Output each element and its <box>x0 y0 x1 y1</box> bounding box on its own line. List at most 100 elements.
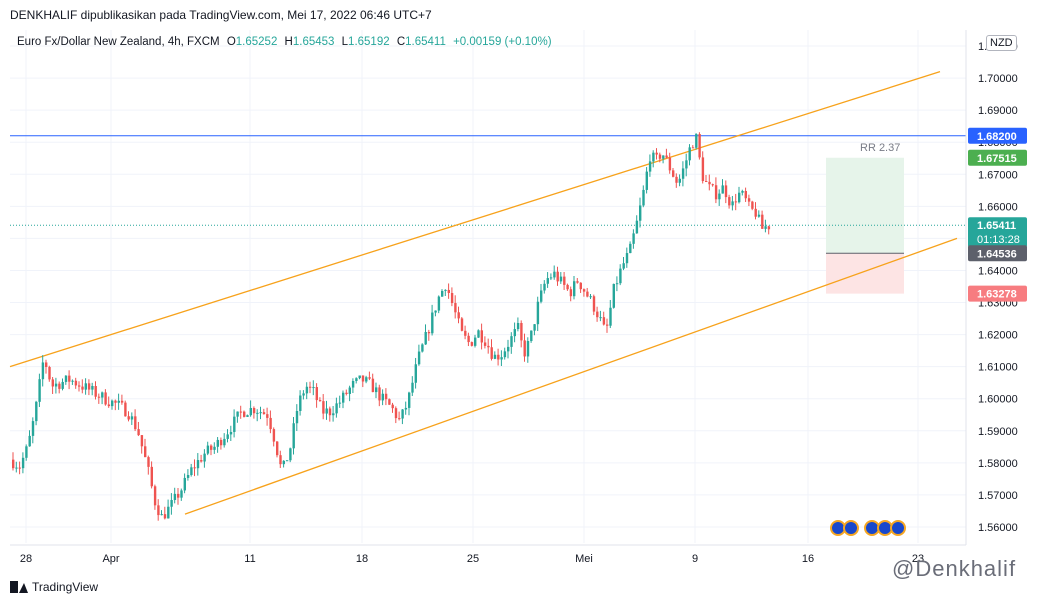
candle-body <box>68 375 71 382</box>
candle-body <box>582 289 586 292</box>
candle-body <box>186 475 190 478</box>
candle-body <box>269 417 272 430</box>
candle-body <box>190 467 193 476</box>
candle-body <box>556 271 559 282</box>
y-tick-label: 1.57000 <box>978 490 1018 502</box>
candle-body <box>200 460 203 462</box>
candle-body <box>41 362 45 380</box>
tradingview-logo-icon <box>10 581 28 593</box>
candle-body <box>358 375 361 379</box>
candle-body <box>193 467 196 469</box>
candle-body <box>365 377 368 382</box>
candle-body <box>447 289 450 294</box>
candle-body <box>183 477 186 491</box>
candle-body <box>662 155 665 159</box>
candle-body <box>252 408 256 414</box>
candle-body <box>698 134 701 158</box>
candle-body <box>84 383 87 390</box>
y-tick-label: 1.58000 <box>978 458 1018 470</box>
candle-body <box>312 387 315 389</box>
candle-body <box>15 467 18 469</box>
candle-body <box>249 408 252 416</box>
price-badge <box>968 285 1027 302</box>
channel-upper-line <box>9 71 941 368</box>
candle-body <box>21 457 25 469</box>
candle-body <box>487 345 490 348</box>
symbol-name: Euro Fx/Dollar New Zealand, 4h, FXCM <box>17 36 220 48</box>
candle-body <box>652 152 655 162</box>
candle-body <box>289 448 292 461</box>
y-tick-label: 1.69000 <box>978 105 1018 117</box>
candle-body <box>764 226 767 229</box>
candle-body <box>398 418 401 420</box>
economic-events[interactable] <box>830 520 906 536</box>
candle-body <box>516 323 520 330</box>
candle-body <box>91 386 94 390</box>
candle-body <box>579 282 582 290</box>
candle-body <box>120 400 124 403</box>
candle-body <box>64 375 68 382</box>
change-value: +0.00159 (+0.10%) <box>453 36 552 48</box>
candle-body <box>272 429 276 442</box>
candle-body <box>328 408 332 416</box>
price-badge <box>968 245 1027 262</box>
candle-body <box>701 157 705 182</box>
candle-body <box>470 342 474 346</box>
watermark: @Denkhalif <box>892 556 1017 581</box>
candle-body <box>507 346 510 352</box>
event-icon[interactable] <box>843 520 859 536</box>
candle-body <box>632 233 635 244</box>
candle-body <box>546 278 549 284</box>
candle-body <box>114 400 117 403</box>
x-tick-label: 18 <box>356 553 368 565</box>
candle-body <box>361 375 365 382</box>
candle-body <box>457 312 460 319</box>
y-tick-label: 1.70000 <box>978 73 1018 85</box>
candle-body <box>150 466 153 487</box>
candle-body <box>243 411 246 417</box>
currency-button[interactable]: NZD <box>986 35 1017 51</box>
candle-body <box>691 147 695 149</box>
price-badge <box>968 217 1027 248</box>
countdown-label: 01:13:28 <box>977 234 1020 246</box>
candle-body <box>223 438 226 446</box>
candle-body <box>203 453 206 462</box>
candle-body <box>226 434 229 439</box>
candle-body <box>437 296 441 311</box>
candle-body <box>94 386 97 397</box>
candle-body <box>394 408 398 419</box>
candle-body <box>602 317 606 325</box>
l-value: 1.65192 <box>348 36 390 48</box>
price-badge <box>968 149 1027 166</box>
candle-body <box>645 171 648 190</box>
candle-body <box>714 185 718 200</box>
candle-body <box>153 486 157 506</box>
candle-body <box>635 220 639 234</box>
candle-body <box>559 276 563 282</box>
candle-body <box>325 408 328 414</box>
footer-brand[interactable]: TradingView <box>10 580 98 594</box>
event-icon[interactable] <box>890 520 906 536</box>
o-label: O <box>226 36 236 48</box>
grid <box>10 30 966 543</box>
y-tick-label: 1.67000 <box>978 169 1018 181</box>
candle-body <box>460 318 464 331</box>
candle-body <box>157 505 160 516</box>
candle-body <box>536 301 540 325</box>
candle-body <box>147 457 150 467</box>
candle-body <box>738 192 741 203</box>
candle-body <box>210 445 213 450</box>
candle-body <box>549 277 553 279</box>
candle-body <box>404 407 408 410</box>
candle-body <box>134 416 137 430</box>
candle-body <box>213 446 216 450</box>
candle-body <box>101 392 104 398</box>
candle-body <box>724 185 728 198</box>
candle-body <box>523 340 526 357</box>
candle-body <box>609 307 612 326</box>
candle-body <box>375 387 378 393</box>
candle-body <box>71 380 74 382</box>
candle-body <box>345 392 348 394</box>
y-tick-label: 1.61000 <box>978 362 1018 374</box>
